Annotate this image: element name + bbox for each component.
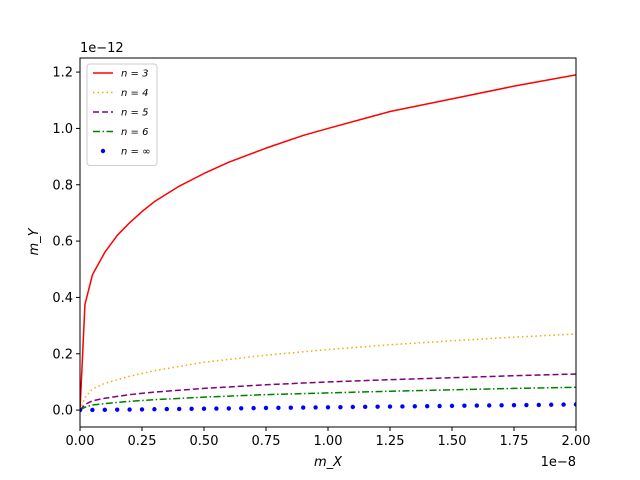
y-tick-label: 0.2 xyxy=(52,347,73,362)
x-axis-label: m_X xyxy=(314,455,343,470)
series-5-point xyxy=(449,403,455,409)
series-5-point xyxy=(214,406,219,411)
series-5-point xyxy=(524,402,529,408)
legend-label: n = 3 xyxy=(121,69,148,80)
series-5-point xyxy=(263,405,269,411)
series-5-point xyxy=(437,403,442,409)
series-4-line xyxy=(80,386,576,411)
x-tick-label: 1.25 xyxy=(376,434,405,449)
legend-label: n = 4 xyxy=(121,88,148,99)
series-5-point xyxy=(325,405,331,410)
x-tick-label: 2.00 xyxy=(562,434,591,449)
series-5-point xyxy=(363,404,368,410)
series-5-point xyxy=(499,403,504,408)
x-tick-label: 0.25 xyxy=(128,434,157,449)
x-tick-label: 0.50 xyxy=(190,434,219,449)
y-tick-label: 1.2 xyxy=(52,66,73,81)
series-5-point xyxy=(139,407,145,412)
y-tick-label: 1.0 xyxy=(52,122,73,137)
series-5-markers xyxy=(80,402,576,413)
series-5-point xyxy=(90,407,95,413)
series-5-point xyxy=(201,406,207,411)
legend: n = 3 n = 4 n = 5 n = 6 n = ∞ xyxy=(86,63,158,166)
series-5-point xyxy=(474,403,479,408)
series-5-point xyxy=(189,406,194,412)
series-5-point xyxy=(412,404,417,409)
y-tick-label: 0.0 xyxy=(52,404,73,419)
series-2-line xyxy=(80,333,576,411)
legend-marker xyxy=(100,148,106,154)
y-offset-label: 1e−12 xyxy=(80,41,124,56)
series-5-point xyxy=(80,407,83,413)
series-5-point xyxy=(350,404,355,410)
series-5-point xyxy=(313,405,318,410)
series-5-point xyxy=(462,403,467,408)
series-5-point xyxy=(177,406,182,412)
axes: 0.00 0.25 0.50 0.75 1.00 1.25 1.50 1.75 2.00 0.0 0… xyxy=(52,57,591,449)
x-offset-label: 1e−8 xyxy=(541,455,576,470)
series-5-point xyxy=(536,402,541,408)
series-5-point xyxy=(301,405,306,410)
x-tick-label: 0.75 xyxy=(252,434,281,449)
series-5-point xyxy=(561,402,566,407)
series-5-point xyxy=(400,404,405,409)
y-tick-label: 0.6 xyxy=(52,235,73,250)
legend-box xyxy=(86,63,158,166)
series-1-line xyxy=(80,74,576,411)
series-5-point xyxy=(573,402,576,407)
y-tick-label: 0.8 xyxy=(52,178,73,193)
plot-area xyxy=(80,74,576,413)
series-5-point xyxy=(387,404,393,409)
series-5-point xyxy=(239,406,244,411)
legend-label: n = 6 xyxy=(121,127,148,138)
series-5-point xyxy=(511,402,517,408)
series-5-point xyxy=(549,402,554,407)
series-3-line xyxy=(80,373,576,411)
series-5-point xyxy=(375,404,380,409)
series-5-point xyxy=(152,407,157,412)
x-tick-label: 1.50 xyxy=(438,434,467,449)
x-tick-label: 0.00 xyxy=(66,434,95,449)
series-5-point xyxy=(487,403,492,408)
series-5-point xyxy=(288,405,293,410)
series-5-point xyxy=(276,405,281,411)
series-5-point xyxy=(226,406,231,411)
series-5-point xyxy=(115,407,120,412)
series-5-point xyxy=(102,407,108,413)
series-5-point xyxy=(164,406,169,412)
series-5-point xyxy=(127,407,132,412)
series-5-point xyxy=(425,403,430,409)
y-tick-label: 0.4 xyxy=(52,291,73,306)
x-tick-label: 1.00 xyxy=(314,434,343,449)
series-5-point xyxy=(251,405,256,411)
series-5-point xyxy=(338,404,343,410)
x-tick-label: 1.75 xyxy=(500,434,529,449)
legend-label: n = ∞ xyxy=(121,147,150,158)
y-axis-label: m_Y xyxy=(27,227,42,255)
legend-label: n = 5 xyxy=(121,108,148,119)
